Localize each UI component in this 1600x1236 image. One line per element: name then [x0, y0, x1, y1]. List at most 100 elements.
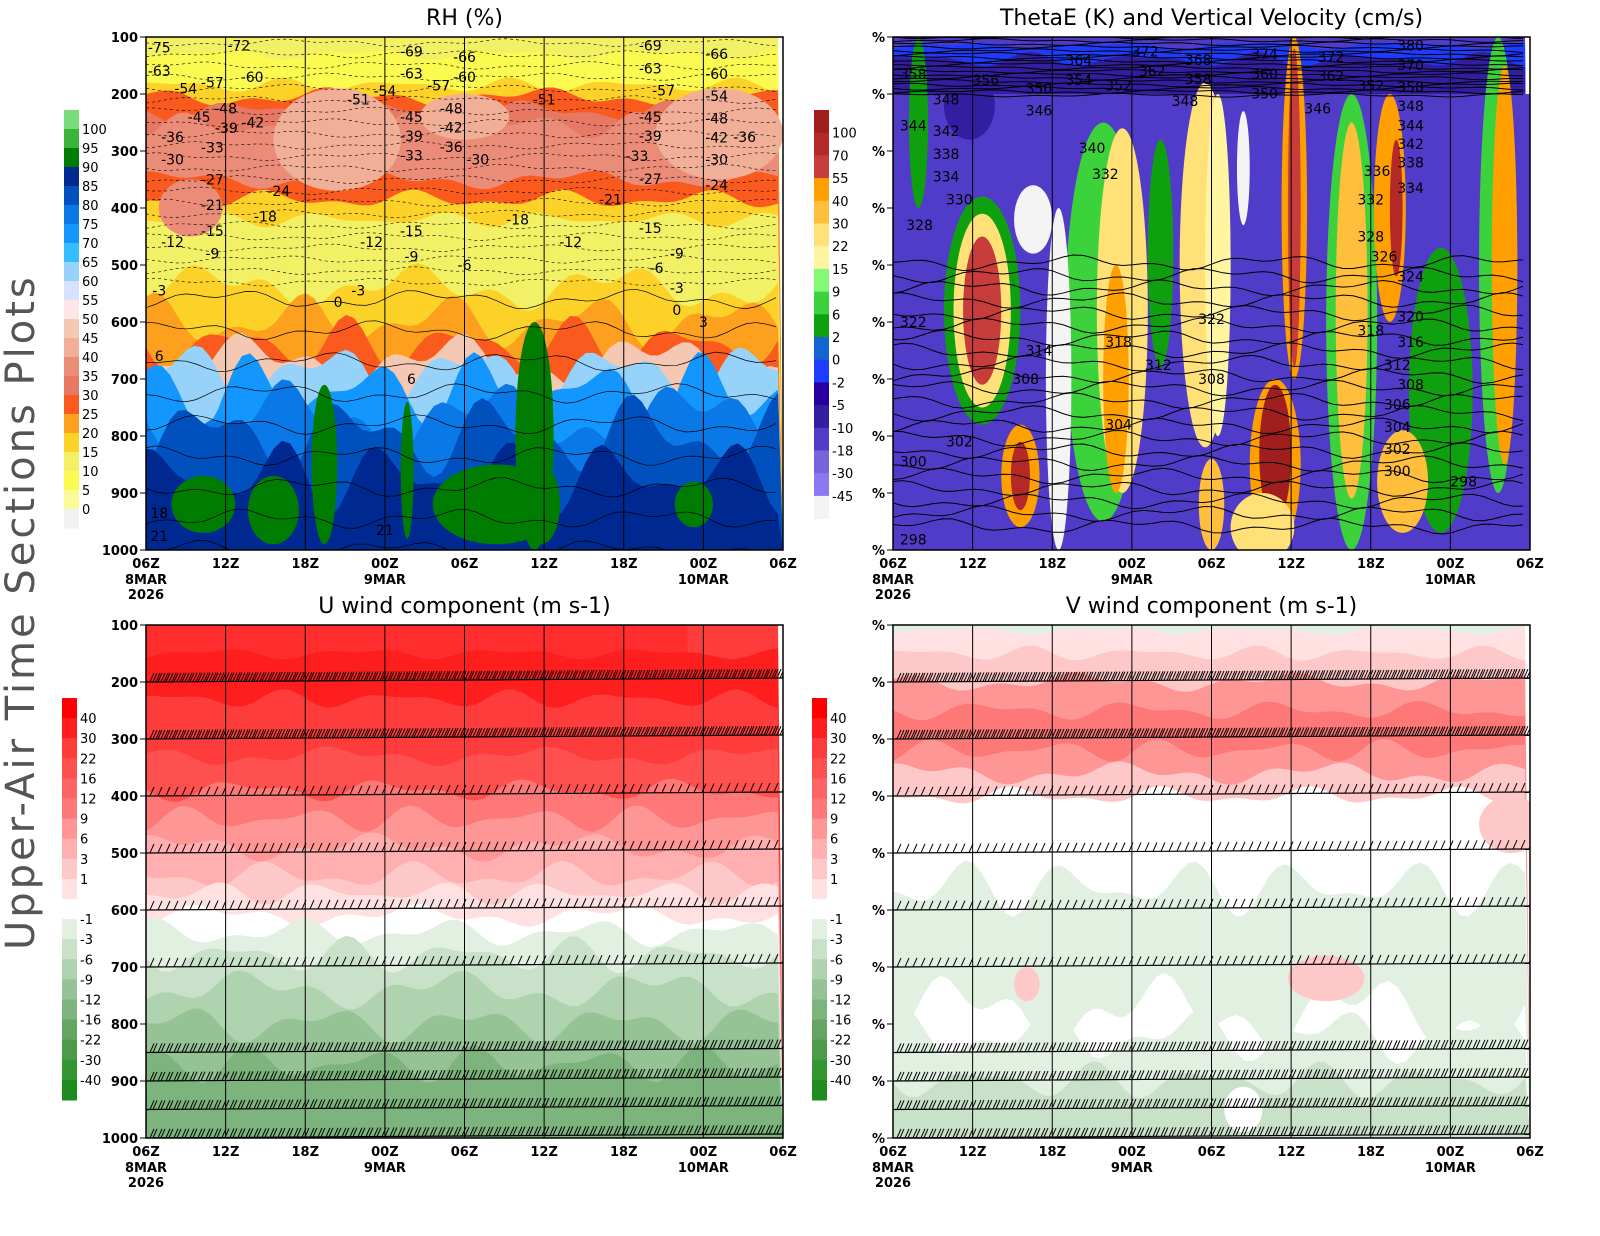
wind-barb [413, 671, 419, 681]
wind-barb [1403, 1125, 1409, 1136]
thetae-contour [893, 89, 1524, 95]
wind-barb [1152, 671, 1158, 681]
wind-barb [1523, 1039, 1529, 1049]
wind-barb [357, 842, 363, 852]
wind-barb [464, 1041, 470, 1051]
wind-barb [1011, 1099, 1017, 1109]
wind-barb [749, 954, 755, 964]
wind-barb [1320, 955, 1326, 965]
wind-barb [1291, 1069, 1297, 1079]
wind-barb [1224, 955, 1230, 966]
colorbar-label: 3 [80, 853, 88, 868]
wind-barb [168, 1071, 174, 1082]
wind-barb [696, 669, 702, 679]
wind-barb [504, 1041, 510, 1051]
wind-barb [477, 1098, 483, 1108]
wind-barb [643, 669, 649, 680]
wind-barb [683, 726, 689, 736]
wind-barb [1211, 670, 1217, 681]
wind-barb [1411, 1097, 1417, 1107]
wind-barb [664, 669, 670, 679]
colorbar-label: 1 [830, 873, 838, 888]
wind-barb [256, 1099, 262, 1110]
wind-barb [696, 1096, 702, 1107]
wind-barb [1232, 841, 1238, 852]
colorbar-label: -12 [830, 994, 851, 1009]
wind-barb [1275, 1040, 1281, 1051]
wind-barb [1091, 671, 1097, 681]
wind-barb [1088, 728, 1094, 738]
wind-barb [1040, 899, 1046, 910]
wind-barb [1494, 726, 1500, 736]
wind-barb [1416, 954, 1422, 964]
wind-barb [1187, 1126, 1193, 1137]
colorbar-label: 80 [82, 199, 99, 214]
wind-barb [1440, 1068, 1446, 1078]
wind-barb [1384, 669, 1390, 680]
thetae-contour [893, 354, 1524, 372]
wind-barb [1150, 728, 1156, 738]
colorbar-label: 15 [82, 446, 99, 461]
wind-barb [469, 1098, 475, 1108]
wind-barb [1184, 1069, 1190, 1080]
wind-barb [1462, 669, 1468, 679]
wind-barb [693, 726, 699, 736]
wind-barb [1424, 840, 1430, 850]
wind-barb [1144, 1098, 1150, 1109]
wind-barb [432, 728, 438, 738]
wind-barb [397, 1070, 403, 1080]
wind-barb [1512, 725, 1518, 736]
wind-barb [328, 671, 334, 682]
wind-barb [1360, 1097, 1366, 1107]
wind-barb [437, 727, 443, 738]
wind-barb [520, 670, 526, 680]
wind-barb [765, 1124, 771, 1135]
wind-barb [1323, 1126, 1329, 1136]
wind-barb [1176, 1127, 1182, 1137]
wind-barb [589, 727, 595, 737]
wind-barb [677, 954, 683, 964]
wind-barb [435, 671, 441, 681]
wind-barb [1376, 1097, 1382, 1107]
wind-barb [1123, 728, 1129, 738]
wind-barb [728, 1039, 734, 1050]
wind-barb [1190, 670, 1196, 681]
wind-barb [1091, 1127, 1097, 1137]
solid-contour [146, 320, 777, 341]
wind-barb [325, 1099, 331, 1109]
wind-barb [976, 729, 982, 739]
wind-barb [493, 1041, 499, 1051]
wind-barb [1328, 1097, 1334, 1107]
wind-barb [483, 727, 489, 738]
wind-barb [1320, 1126, 1326, 1136]
wind-barb [1224, 1126, 1230, 1137]
wind-barb [288, 1042, 294, 1052]
wind-barb [1304, 898, 1310, 908]
wind-barb [365, 1098, 371, 1109]
contour-label: -45 [188, 110, 211, 126]
wind-barb [1227, 1069, 1233, 1080]
wind-barb [240, 1128, 246, 1138]
wind-barb [672, 1040, 678, 1050]
wind-barb [152, 672, 158, 683]
wind-barb [344, 1127, 350, 1137]
wind-barb [453, 670, 459, 681]
wind-barb [163, 729, 169, 740]
wind-barb [1347, 1125, 1353, 1136]
wind-barb [1203, 727, 1209, 738]
y-tick-label: 800 [111, 430, 138, 445]
wind-barb [741, 840, 747, 850]
wind-barb [1424, 897, 1430, 907]
wind-barb [251, 672, 257, 682]
wind-barb [1475, 726, 1481, 736]
wind-barb [1184, 1098, 1190, 1108]
colorbar-label: 9 [830, 813, 838, 828]
wind-barb [1312, 1069, 1318, 1079]
wind-barb [664, 1097, 670, 1107]
wind-barb [589, 898, 595, 908]
wind-barb [1211, 1098, 1217, 1108]
colorbar-label: 12 [830, 793, 847, 808]
wind-barb [272, 1071, 278, 1081]
wind-barb [1008, 1042, 1014, 1052]
wind-barb [373, 1070, 379, 1080]
